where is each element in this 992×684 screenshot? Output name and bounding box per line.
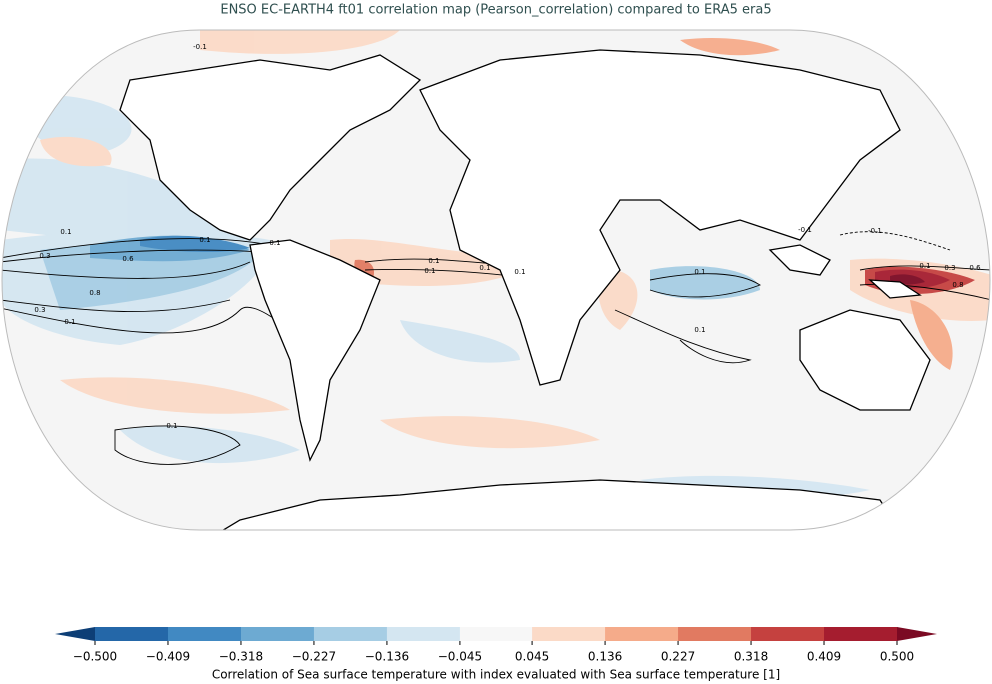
colorbar-bin: [824, 627, 898, 641]
contour-label: 0.8: [89, 289, 100, 297]
contour-label: 0.1: [694, 268, 705, 276]
colorbar-tick-label: −0.136: [365, 650, 409, 664]
contour-label: -0.1: [798, 226, 812, 234]
contour-label: 0.1: [166, 422, 177, 430]
contour-label: 0.1: [199, 236, 210, 244]
colorbar-extend-low: [55, 627, 95, 641]
colorbar-bin: [532, 627, 606, 641]
contour-label: 0.8: [952, 281, 963, 289]
colorbar-extend-high: [897, 627, 937, 641]
colorbar-tick-label: 0.409: [807, 650, 841, 664]
map: -0.1 0.1 0.1 0.1 0.3 0.6 0.8 0.3 0.1 0.1 0.1 0.1 0.1…: [2, 30, 990, 530]
colorbar-tick-label: −0.409: [146, 650, 190, 664]
colorbar-bin: [386, 627, 461, 641]
contour-label: 0.3: [39, 252, 50, 260]
colorbar-bin: [95, 627, 169, 641]
contour-label: 0.3: [944, 264, 955, 272]
colorbar: −0.500 −0.409 −0.318 −0.227 −0.136 −0.045 0.04…: [55, 627, 937, 682]
colorbar-bin: [167, 627, 242, 641]
contour-label: 0.1: [64, 318, 75, 326]
colorbar-tick-label: 0.227: [661, 650, 695, 664]
contour-label: 0.1: [514, 268, 525, 276]
colorbar-bin: [313, 627, 388, 641]
map-frame: [1, 29, 991, 531]
colorbar-bin: [751, 627, 825, 641]
contour-label: 0.1: [694, 326, 705, 334]
colorbar-bin: [678, 627, 752, 641]
colorbar-bin: [459, 627, 533, 641]
colorbar-tick-label: 0.045: [515, 650, 549, 664]
contour-label: 0.6: [122, 255, 134, 263]
colorbar-bin: [240, 627, 315, 641]
contour-label: -0.1: [193, 43, 207, 51]
colorbar-tick-label: −0.045: [438, 650, 482, 664]
contour-label: 0.1: [424, 267, 435, 275]
colorbar-label: Correlation of Sea surface temperature w…: [212, 668, 780, 682]
contour-label: 0.1: [919, 262, 930, 270]
contour-label: 0.1: [269, 239, 280, 247]
title: ENSO EC-EARTH4 ft01 correlation map (Pea…: [220, 3, 771, 18]
contour-label: 0.1: [60, 228, 71, 236]
contour-label: -0.1: [868, 227, 882, 235]
colorbar-bin: [605, 627, 679, 641]
contours: [2, 231, 990, 465]
land: [119, 49, 931, 530]
colorbar-tick-label: 0.500: [880, 650, 914, 664]
colorbar-tick-label: −0.318: [219, 650, 263, 664]
contour-label: 0.3: [34, 306, 45, 314]
contour-label: 0.1: [428, 257, 439, 265]
colorbar-tick-label: 0.136: [588, 650, 622, 664]
colorbar-tick-label: 0.318: [734, 650, 768, 664]
anomaly-patches: [2, 30, 990, 499]
contour-label: 0.6: [969, 264, 981, 272]
colorbar-tick-label: −0.500: [73, 650, 117, 664]
contour-label: 0.1: [479, 264, 490, 272]
colorbar-tick-label: −0.227: [292, 650, 336, 664]
